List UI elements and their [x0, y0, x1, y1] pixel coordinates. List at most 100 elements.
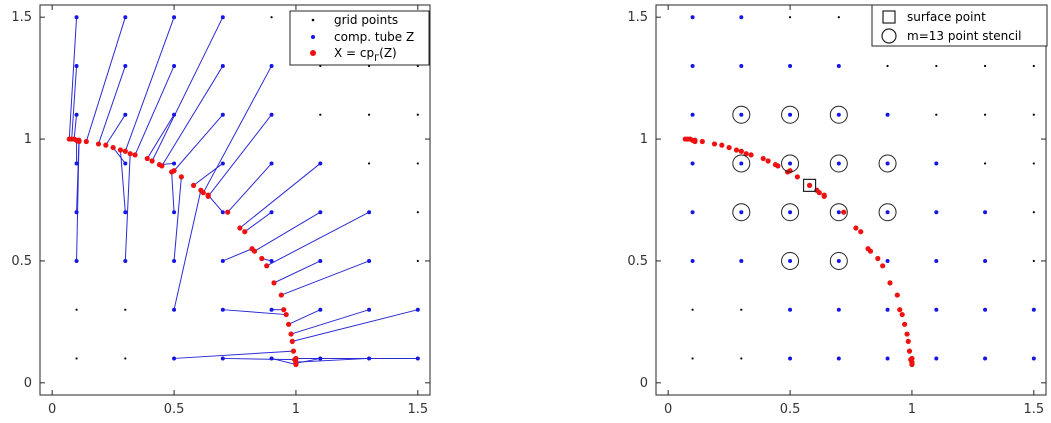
cp-point: [726, 144, 732, 151]
cp-point: [117, 147, 124, 153]
cp-point: [904, 331, 910, 337]
tube-point: [836, 356, 841, 361]
segment: [73, 114, 78, 140]
plot-frame: [39, 4, 431, 396]
tube-point: [1031, 307, 1036, 312]
grid-point: [1032, 113, 1035, 116]
grid-point: [416, 259, 419, 263]
cp-point: [200, 190, 206, 196]
cp-point: [816, 190, 822, 196]
grid-point: [75, 357, 78, 360]
grid-point: [691, 357, 694, 360]
segment: [174, 350, 294, 359]
legend-cp-arg: (Z): [379, 46, 397, 60]
tube-point: [123, 258, 128, 263]
legend-cp-label: X = cpΓ(Z): [334, 46, 397, 64]
tube-point: [690, 15, 695, 20]
tube-point: [220, 307, 225, 312]
tube-point: [788, 258, 793, 263]
stencil-circle: [829, 251, 848, 270]
tube-point: [885, 161, 890, 166]
cp-point: [897, 307, 903, 313]
grid-point: [691, 308, 694, 311]
tube-point: [934, 356, 939, 361]
grid-point: [837, 16, 840, 19]
cp-point: [902, 321, 908, 327]
tube-point: [74, 210, 79, 215]
grid-point: [367, 113, 371, 116]
cp-point: [775, 163, 781, 169]
stencil-circle: [781, 154, 800, 173]
cp-point: [122, 148, 128, 154]
tube-point: [172, 15, 177, 20]
grid-point: [1032, 259, 1035, 263]
tube-point: [934, 210, 939, 215]
tube-point: [836, 258, 841, 263]
grid-point: [124, 357, 127, 360]
cp-point: [289, 338, 295, 344]
tube-point: [220, 15, 225, 20]
stencil-circles: [732, 105, 897, 270]
cp-point: [867, 248, 874, 254]
grid-point: [1032, 162, 1035, 165]
tube-point: [415, 356, 420, 361]
grid-point: [1032, 211, 1035, 214]
grid-point: [416, 162, 419, 165]
segment: [222, 309, 287, 316]
axis-ticks: 0 0.5 1 1.5 0 0.5 1 1.5: [11, 5, 430, 417]
left-panel: 0 0.5 1 1.5 0 0.5 1 1.5 grid points comp. tube …: [11, 4, 431, 417]
segment: [68, 17, 78, 140]
grid-point: [367, 162, 371, 165]
tube-point: [739, 63, 744, 68]
cp-point: [743, 151, 749, 157]
cp-point: [787, 168, 793, 174]
tube-point: [739, 258, 744, 263]
tube-point: [739, 112, 744, 117]
cp-point: [794, 174, 800, 180]
stencil-circle: [732, 203, 751, 222]
segment: [207, 114, 272, 197]
tube-point: [269, 210, 274, 215]
tube-points: [74, 15, 420, 361]
tube-point: [885, 112, 890, 117]
right-panel: 0 0.5 1 1.5 0 0.5 1 1.5 surface point m=13 poin…: [627, 4, 1048, 417]
y-tick-label: 0.5: [11, 254, 32, 269]
tube-point: [788, 112, 793, 117]
grid-point: [788, 16, 792, 19]
cp-point: [853, 225, 859, 231]
plot-frame: [655, 4, 1047, 396]
segment: [222, 248, 253, 262]
tube-point: [123, 63, 128, 68]
grid-point: [270, 16, 273, 19]
segment: [207, 194, 224, 213]
tube-point: [788, 161, 793, 166]
grid-point: [983, 113, 987, 116]
x-tick-label: 1.5: [407, 402, 428, 417]
segment: [98, 65, 126, 145]
cp-point: [76, 138, 82, 145]
cp-point: [190, 182, 197, 188]
legend-tube-marker: [311, 35, 315, 39]
stencil-circle: [878, 203, 897, 222]
tube-point: [220, 63, 225, 68]
segment: [105, 114, 126, 146]
cp-point: [288, 331, 294, 337]
tube-point: [788, 307, 793, 312]
tube-point: [172, 356, 177, 361]
y-tick-label: 0: [24, 376, 32, 391]
tube-point: [269, 63, 274, 68]
tube-to-cp-segments: [68, 16, 418, 366]
legend-grid-marker: [311, 18, 315, 22]
grid-point: [319, 113, 322, 116]
tube-point: [788, 356, 793, 361]
legend: grid points comp. tube Z X = cpΓ(Z): [289, 10, 430, 66]
tube-point: [983, 210, 988, 215]
cp-point: [894, 292, 900, 298]
cp-point: [899, 311, 905, 318]
tube-point: [885, 258, 890, 263]
cp-point: [95, 141, 102, 147]
segment: [193, 163, 224, 186]
tube-point: [934, 258, 939, 263]
cp-point: [264, 263, 270, 269]
tube-point: [269, 356, 274, 361]
